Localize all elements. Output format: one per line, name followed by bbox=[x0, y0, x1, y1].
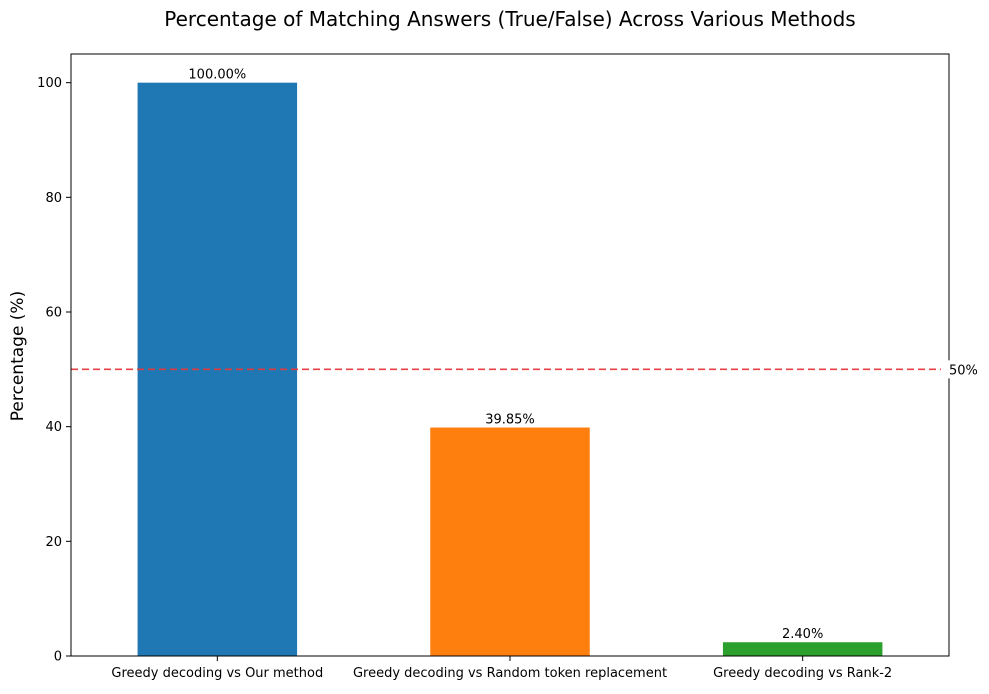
data-label: 39.85% bbox=[485, 413, 535, 428]
y-tick-label: 20 bbox=[45, 535, 62, 550]
chart-title: Percentage of Matching Answers (True/Fal… bbox=[164, 7, 855, 31]
data-label: 100.00% bbox=[188, 68, 246, 83]
reference-line-label: 50% bbox=[949, 363, 978, 378]
y-tick-label: 100 bbox=[37, 76, 62, 91]
y-tick-label: 80 bbox=[45, 191, 62, 206]
x-tick-label: Greedy decoding vs Our method bbox=[111, 666, 323, 681]
x-tick-label: Greedy decoding vs Rank-2 bbox=[713, 666, 892, 681]
bar-2 bbox=[430, 427, 590, 656]
data-label: 2.40% bbox=[782, 627, 823, 642]
x-tick-label: Greedy decoding vs Random token replacem… bbox=[353, 666, 667, 681]
y-tick-label: 40 bbox=[45, 420, 62, 435]
y-tick-label: 0 bbox=[54, 650, 62, 665]
y-axis-label: Percentage (%) bbox=[8, 291, 28, 421]
plot-area: 50% 0 20 40 60 80 100 Greedy decoding vs Our me… bbox=[37, 53, 981, 681]
reference-label-box bbox=[941, 360, 981, 379]
y-tick-label: 60 bbox=[45, 306, 62, 321]
bar-3 bbox=[722, 642, 883, 656]
